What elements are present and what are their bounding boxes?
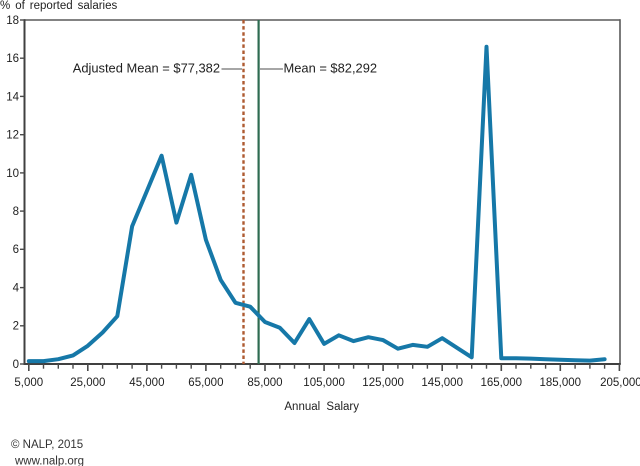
svg-text:www.nalp.org: www.nalp.org (14, 456, 84, 466)
svg-text:65,000: 65,000 (188, 377, 223, 389)
svg-text:Adjusted Mean = $77,382: Adjusted Mean = $77,382 (73, 61, 220, 76)
svg-text:6: 6 (13, 244, 19, 256)
svg-text:125,000: 125,000 (362, 377, 404, 389)
svg-text:Annual Salary: Annual Salary (284, 401, 359, 413)
svg-text:12: 12 (6, 130, 19, 142)
svg-text:0: 0 (13, 359, 19, 371)
svg-text:185,000: 185,000 (540, 377, 582, 389)
svg-text:18: 18 (6, 15, 19, 27)
svg-text:8: 8 (13, 206, 19, 218)
svg-text:145,000: 145,000 (421, 377, 463, 389)
svg-text:Mean = $82,292: Mean = $82,292 (284, 61, 378, 76)
svg-text:5,000: 5,000 (14, 377, 43, 389)
svg-text:205,000: 205,000 (600, 377, 640, 389)
svg-text:85,000: 85,000 (247, 377, 282, 389)
svg-text:© NALP, 2015: © NALP, 2015 (11, 439, 83, 451)
svg-text:105,000: 105,000 (303, 377, 345, 389)
svg-text:4: 4 (13, 283, 20, 295)
svg-text:2: 2 (13, 321, 19, 333)
svg-text:14: 14 (6, 91, 19, 103)
svg-text:165,000: 165,000 (481, 377, 523, 389)
svg-text:45,000: 45,000 (129, 377, 164, 389)
svg-text:16: 16 (6, 53, 19, 65)
svg-text:% of reported salaries: % of reported salaries (0, 0, 118, 12)
svg-text:10: 10 (6, 168, 19, 180)
svg-text:25,000: 25,000 (70, 377, 105, 389)
